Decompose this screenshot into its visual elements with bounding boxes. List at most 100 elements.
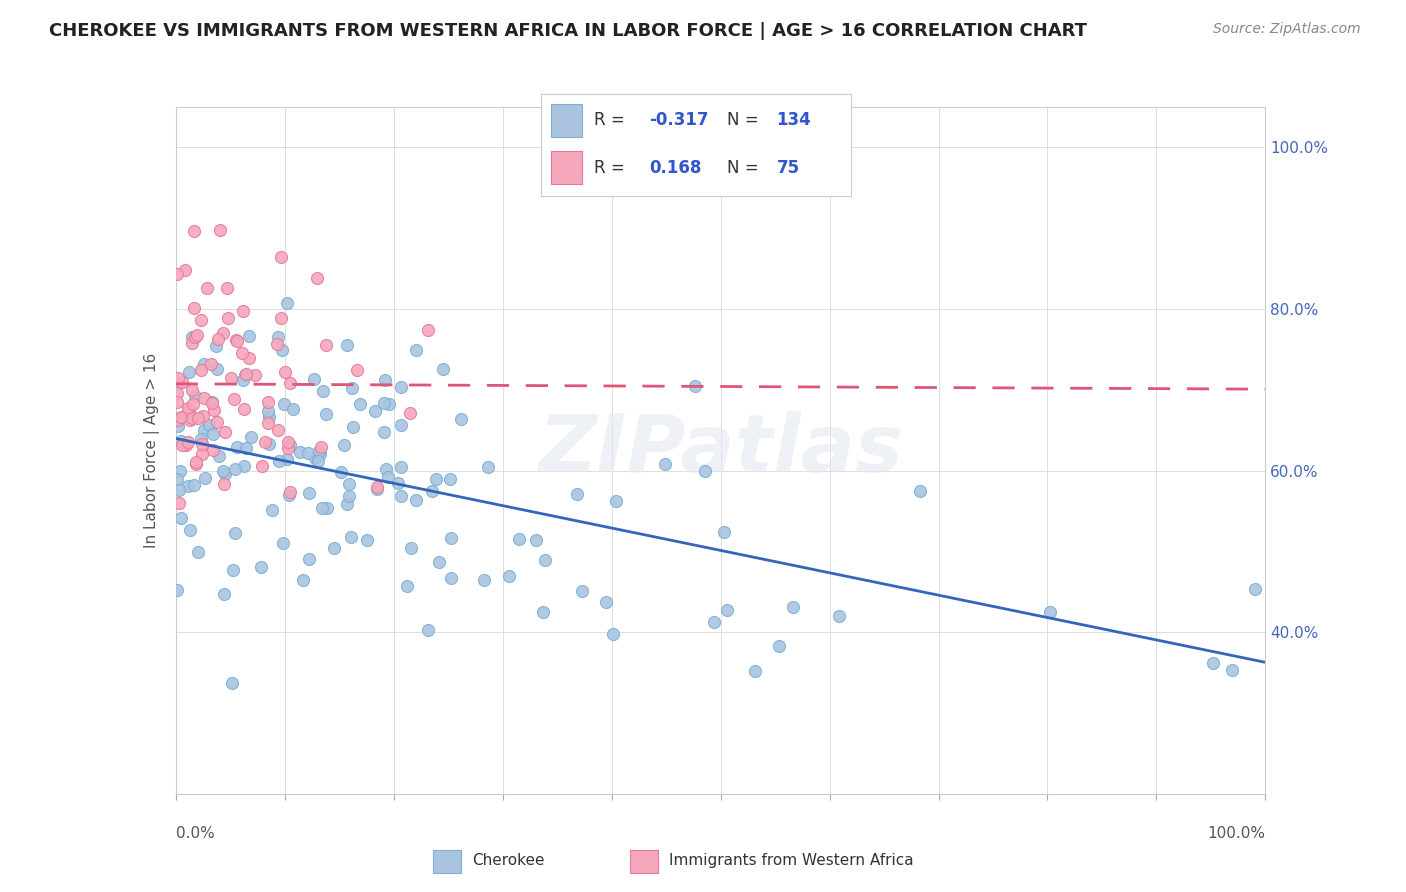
Point — [238, 351, 260, 365]
Point — [190, 313, 212, 327]
Point — [270, 250, 292, 264]
Point — [713, 524, 735, 539]
Point — [298, 551, 321, 566]
Point — [232, 402, 254, 417]
Point — [222, 563, 245, 577]
Point — [177, 401, 200, 415]
Point — [166, 472, 188, 486]
Point — [278, 485, 301, 500]
Point — [181, 411, 204, 425]
Point — [267, 454, 290, 468]
Point — [316, 500, 339, 515]
Point — [209, 223, 232, 237]
Text: 0.168: 0.168 — [650, 159, 702, 177]
Point — [232, 303, 254, 318]
Point — [315, 338, 337, 352]
Bar — [630, 850, 658, 873]
Point — [273, 397, 295, 411]
Point — [174, 262, 197, 277]
Point — [191, 409, 214, 423]
Bar — [551, 104, 582, 136]
Point — [167, 411, 190, 425]
Point — [250, 560, 273, 574]
Point — [768, 639, 790, 653]
Bar — [551, 151, 582, 184]
Text: N =: N = — [727, 159, 758, 177]
Point — [277, 441, 299, 455]
Point — [308, 444, 330, 458]
Point — [416, 323, 439, 337]
Point — [389, 418, 412, 433]
Point — [427, 555, 450, 569]
Point — [366, 480, 388, 494]
Point — [531, 605, 554, 619]
Point — [177, 402, 200, 417]
Point — [243, 368, 266, 383]
Point — [183, 301, 205, 315]
Point — [312, 384, 335, 398]
Point — [187, 545, 209, 559]
Point — [190, 432, 212, 446]
Point — [202, 402, 225, 417]
Text: 75: 75 — [776, 159, 800, 177]
Point — [250, 459, 273, 474]
Point — [744, 665, 766, 679]
Point — [271, 536, 294, 550]
Point — [1202, 656, 1225, 670]
Point — [1220, 663, 1243, 677]
Point — [221, 676, 243, 690]
Point — [193, 424, 215, 438]
Point — [396, 579, 419, 593]
Point — [278, 438, 301, 452]
Point — [224, 392, 246, 407]
Point — [179, 524, 201, 538]
Point — [373, 395, 395, 409]
Point — [207, 362, 229, 376]
Point — [440, 531, 463, 545]
Point — [259, 437, 281, 451]
Point — [232, 373, 254, 387]
Point — [194, 471, 217, 485]
Point — [440, 571, 463, 585]
Point — [172, 438, 194, 452]
Point — [654, 457, 676, 471]
Point — [337, 477, 360, 491]
Point — [304, 451, 326, 466]
Point — [191, 447, 214, 461]
Point — [304, 372, 326, 386]
Point — [231, 345, 253, 359]
Point — [270, 343, 292, 357]
Point — [205, 416, 228, 430]
Point — [277, 434, 299, 449]
Point — [208, 450, 231, 464]
Bar — [433, 850, 461, 873]
Point — [534, 553, 557, 567]
Point — [180, 383, 202, 397]
Text: -0.317: -0.317 — [650, 112, 709, 129]
Point — [226, 440, 249, 454]
Point — [389, 460, 412, 475]
Point — [389, 380, 412, 394]
Point — [174, 438, 197, 452]
Y-axis label: In Labor Force | Age > 16: In Labor Force | Age > 16 — [143, 353, 160, 548]
Point — [201, 396, 224, 410]
Point — [233, 368, 256, 382]
Point — [184, 330, 207, 344]
Point — [167, 371, 190, 385]
Point — [267, 330, 290, 344]
Point — [191, 437, 214, 451]
Point — [190, 363, 212, 377]
Point — [170, 375, 193, 389]
Point — [336, 338, 359, 352]
Point — [399, 406, 422, 420]
Point — [262, 502, 284, 516]
Point — [166, 583, 188, 598]
Text: Cherokee: Cherokee — [472, 854, 546, 868]
Point — [169, 464, 191, 478]
Text: 100.0%: 100.0% — [1208, 826, 1265, 841]
Point — [498, 569, 520, 583]
Point — [336, 497, 359, 511]
Point — [281, 402, 304, 417]
Point — [176, 479, 198, 493]
Point — [166, 394, 188, 409]
